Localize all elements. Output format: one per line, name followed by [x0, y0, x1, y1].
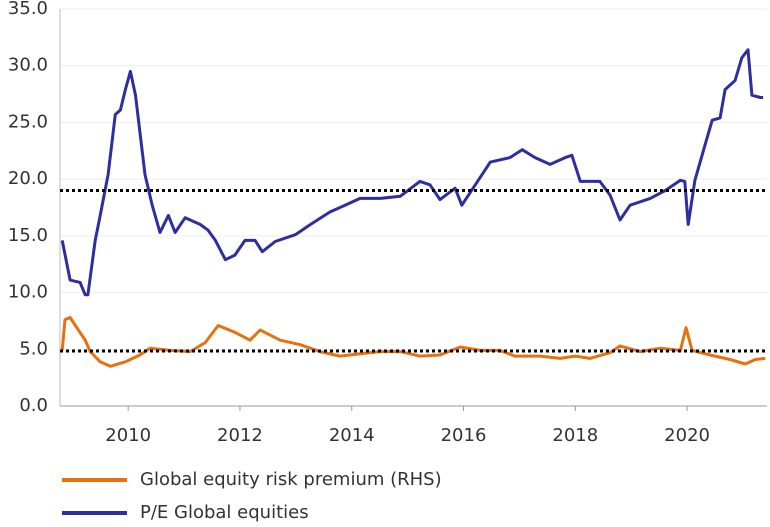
y-tick-label: 15.0 — [8, 225, 48, 246]
y-tick-label: 35.0 — [8, 0, 48, 19]
legend-label: P/E Global equities — [140, 502, 309, 523]
x-tick-label: 2010 — [105, 425, 151, 446]
x-tick-label: 2012 — [217, 425, 263, 446]
legend-label: Global equity risk premium (RHS) — [140, 469, 442, 490]
y-tick-label: 25.0 — [8, 111, 48, 132]
y-tick-label: 5.0 — [19, 338, 48, 359]
y-tick-label: 0.0 — [19, 395, 48, 416]
x-tick-label: 2016 — [441, 425, 487, 446]
y-tick-label: 20.0 — [8, 168, 48, 189]
y-tick-label: 10.0 — [8, 282, 48, 303]
x-tick-label: 2014 — [329, 425, 375, 446]
series-line — [60, 316, 766, 368]
series-line — [60, 48, 764, 297]
x-tick-label: 2018 — [552, 425, 598, 446]
x-tick-label: 2020 — [664, 425, 710, 446]
y-tick-label: 30.0 — [8, 55, 48, 76]
